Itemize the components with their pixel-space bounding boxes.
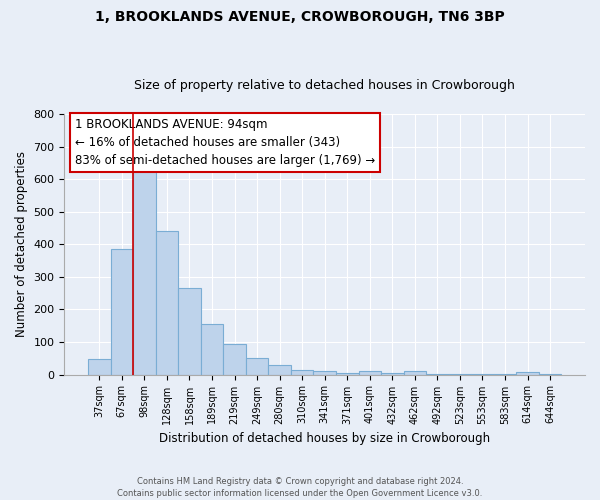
Text: 1, BROOKLANDS AVENUE, CROWBOROUGH, TN6 3BP: 1, BROOKLANDS AVENUE, CROWBOROUGH, TN6 3… [95, 10, 505, 24]
Bar [155, 232, 178, 374]
Bar [133, 171, 155, 374]
X-axis label: Distribution of detached houses by size in Crowborough: Distribution of detached houses by size … [159, 432, 490, 445]
Bar [246, 358, 268, 374]
Bar [201, 324, 223, 374]
Bar [178, 288, 201, 374]
Bar [110, 249, 133, 374]
Y-axis label: Number of detached properties: Number of detached properties [15, 152, 28, 338]
Bar [223, 344, 246, 374]
Bar [381, 373, 404, 374]
Bar [359, 372, 381, 374]
Title: Size of property relative to detached houses in Crowborough: Size of property relative to detached ho… [134, 79, 515, 92]
Bar [88, 360, 110, 374]
Bar [516, 372, 539, 374]
Bar [336, 373, 359, 374]
Bar [268, 365, 291, 374]
Bar [313, 372, 336, 374]
Text: Contains HM Land Registry data © Crown copyright and database right 2024.
Contai: Contains HM Land Registry data © Crown c… [118, 476, 482, 498]
Bar [291, 370, 313, 374]
Text: 1 BROOKLANDS AVENUE: 94sqm
← 16% of detached houses are smaller (343)
83% of sem: 1 BROOKLANDS AVENUE: 94sqm ← 16% of deta… [75, 118, 375, 167]
Bar [404, 372, 426, 374]
